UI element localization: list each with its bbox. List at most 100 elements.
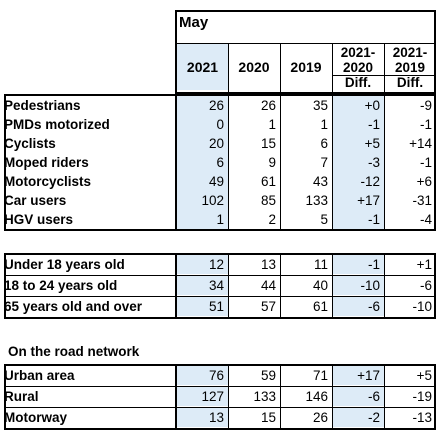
diff-2021-2020: -1 bbox=[332, 210, 384, 229]
value-2021: 1 bbox=[176, 210, 228, 229]
value-2019: 1 bbox=[320, 117, 328, 132]
road-network-title: On the road network bbox=[8, 344, 140, 359]
value-2020: 59 bbox=[260, 368, 276, 383]
value-2021: 0 bbox=[176, 115, 228, 134]
diff-2021-2019: -9 bbox=[419, 98, 432, 113]
diff-2021-2019: -19 bbox=[412, 389, 432, 404]
column-divider bbox=[384, 364, 385, 430]
value-2019: 26 bbox=[312, 410, 328, 425]
column-divider bbox=[228, 94, 229, 231]
header-col-divider bbox=[384, 43, 385, 92]
diff-2021-2019: -13 bbox=[412, 410, 432, 425]
diff-2021-2020: -12 bbox=[332, 172, 384, 191]
value-2020: 26 bbox=[260, 98, 276, 113]
diff-2021-2020: +17 bbox=[332, 191, 384, 210]
row-label: Under 18 years old bbox=[4, 257, 125, 272]
diff-2021-2020: -10 bbox=[332, 276, 384, 295]
value-2021: 26 bbox=[176, 96, 228, 115]
value-2020: 2 bbox=[268, 212, 276, 227]
value-2020: 1 bbox=[268, 117, 276, 132]
diff-subheader-divider bbox=[332, 75, 435, 76]
value-2019: 133 bbox=[305, 193, 328, 208]
diff-2021-2020: -2 bbox=[332, 408, 384, 427]
column-divider bbox=[228, 253, 229, 319]
value-2021: 20 bbox=[176, 134, 228, 153]
row-divider bbox=[4, 296, 436, 297]
header-col-divider bbox=[280, 43, 281, 92]
value-2019: 61 bbox=[312, 299, 328, 314]
column-divider bbox=[332, 94, 333, 231]
year-2020-header: 2020 bbox=[238, 59, 270, 75]
value-2020: 44 bbox=[260, 278, 276, 293]
diff-2021-2020: -6 bbox=[332, 297, 384, 316]
header-frame bbox=[175, 10, 436, 94]
column-divider bbox=[332, 364, 333, 430]
diff-2021-2020: -6 bbox=[332, 387, 384, 406]
value-2021: 12 bbox=[176, 255, 228, 274]
value-2020: 15 bbox=[260, 136, 276, 151]
value-2019: 35 bbox=[312, 98, 328, 113]
diff-2021-2019: +14 bbox=[409, 136, 432, 151]
value-2020: 57 bbox=[260, 299, 276, 314]
diff-2021-2020: -3 bbox=[332, 153, 384, 172]
value-2020: 15 bbox=[260, 410, 276, 425]
road-table-frame bbox=[4, 364, 436, 430]
header-col-divider bbox=[332, 43, 333, 92]
diff-2021-2020: +17 bbox=[332, 366, 384, 385]
row-label: Motorcyclists bbox=[4, 174, 92, 189]
value-2019: 43 bbox=[312, 174, 328, 189]
column-divider bbox=[384, 253, 385, 319]
header-divider bbox=[176, 43, 435, 44]
column-divider bbox=[228, 364, 229, 430]
row-label: Rural bbox=[4, 389, 39, 404]
value-2020: 85 bbox=[260, 193, 276, 208]
diff-2021-2019: -10 bbox=[412, 299, 432, 314]
value-2019: 11 bbox=[313, 257, 328, 272]
value-2019: 71 bbox=[312, 368, 328, 383]
diff-2021-2020: +0 bbox=[332, 96, 384, 115]
value-2021: 127 bbox=[176, 387, 228, 406]
age-table-frame bbox=[4, 253, 436, 319]
diff-2021-2019: -1 bbox=[419, 117, 432, 132]
row-label: 65 years old and over bbox=[4, 299, 143, 314]
row-label: Moped riders bbox=[4, 155, 89, 170]
value-2020: 61 bbox=[260, 174, 276, 189]
column-divider bbox=[175, 364, 177, 430]
value-2021: 76 bbox=[176, 366, 228, 385]
diff-2021-2019: -1 bbox=[419, 155, 432, 170]
row-label: PMDs motorized bbox=[4, 117, 110, 132]
header-col-divider bbox=[228, 43, 229, 92]
column-divider bbox=[175, 94, 177, 231]
users-table-frame bbox=[4, 94, 436, 231]
row-label: Motorway bbox=[4, 410, 68, 425]
diff-2021-2019: -31 bbox=[412, 193, 432, 208]
value-2019: 146 bbox=[305, 389, 328, 404]
row-label: 18 to 24 years old bbox=[4, 278, 118, 293]
year-2019-header: 2019 bbox=[290, 59, 322, 75]
row-label: HGV users bbox=[4, 212, 74, 227]
column-divider bbox=[332, 253, 333, 319]
column-divider bbox=[280, 253, 281, 319]
column-divider bbox=[384, 94, 385, 231]
row-divider bbox=[4, 407, 436, 408]
value-2021: 13 bbox=[176, 408, 228, 427]
column-divider bbox=[280, 364, 281, 430]
value-2019: 5 bbox=[320, 212, 328, 227]
diff-2021-2019: -6 bbox=[419, 278, 432, 293]
diff-2021-2020: -1 bbox=[332, 115, 384, 134]
value-2020: 13 bbox=[260, 257, 276, 272]
value-2020: 133 bbox=[253, 389, 276, 404]
row-divider bbox=[4, 275, 436, 276]
value-2019: 40 bbox=[312, 278, 328, 293]
diff-2021-2019: -4 bbox=[419, 212, 432, 227]
diff-2021-2019: +5 bbox=[416, 368, 432, 383]
value-2021: 49 bbox=[176, 172, 228, 191]
row-label: Pedestrians bbox=[4, 98, 81, 113]
year-2021-header: 2021 bbox=[177, 44, 228, 90]
diff-2021-2019-header: 2021- 2019 Diff. bbox=[392, 45, 428, 90]
row-label: Car users bbox=[4, 193, 67, 208]
value-2021: 51 bbox=[176, 297, 228, 316]
diff-2021-2020: +5 bbox=[332, 134, 384, 153]
value-2019: 6 bbox=[320, 136, 328, 151]
